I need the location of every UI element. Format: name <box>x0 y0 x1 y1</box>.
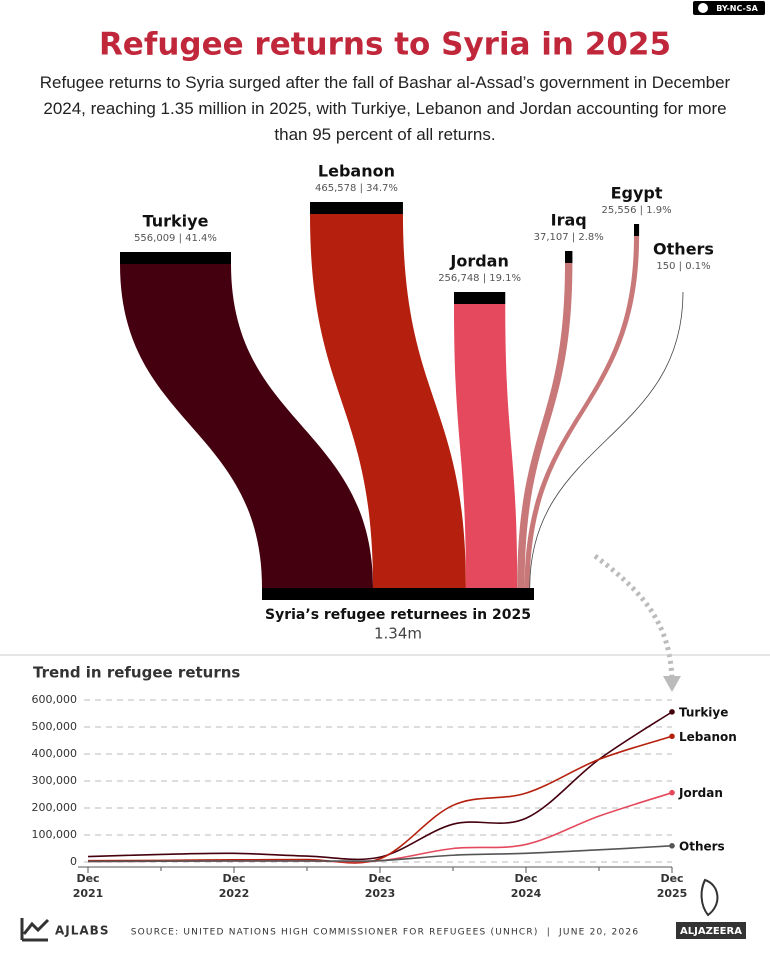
subtitle: Refugee returns to Syria surged after th… <box>39 73 731 144</box>
source-label: 256,748 | 19.1% <box>438 273 521 284</box>
x-tick-label: Dec 2023 <box>365 872 396 900</box>
title: Refugee returns to Syria in 2025 <box>99 27 671 63</box>
end-dot <box>669 789 675 796</box>
arrow-head <box>663 676 681 692</box>
x-tick-label: Dec 2022 <box>219 872 250 900</box>
source-name: Jordan <box>449 252 508 271</box>
source-label: 25,556 | 1.9% <box>601 205 671 216</box>
source-bar <box>310 202 403 214</box>
series-label: Jordan <box>678 786 723 800</box>
ajlabs-logo <box>20 918 50 942</box>
series-line <box>87 711 673 861</box>
series-line <box>87 845 673 863</box>
end-dot <box>669 733 675 740</box>
flow <box>524 236 640 588</box>
source-name: Others <box>653 240 714 259</box>
source-label: 150 | 0.1% <box>656 261 710 272</box>
target-name: Syria’s refugee returnees in 2025 <box>265 607 531 623</box>
end-dot <box>669 709 675 715</box>
flow <box>529 291 684 589</box>
brand: AJLABS <box>55 924 109 938</box>
source-name: Lebanon <box>318 162 395 181</box>
source: SOURCE: UNITED NATIONS HIGH COMMISSIONER… <box>131 928 640 938</box>
chart-title: Trend in refugee returns <box>33 664 240 682</box>
arrow <box>593 554 675 681</box>
flow <box>454 304 518 588</box>
end-dot <box>669 843 675 849</box>
x-tick-label: Dec 2024 <box>511 872 542 900</box>
license-text: BY-NC-SA <box>716 4 758 13</box>
y-tick-label: 400,000 <box>32 747 78 760</box>
source-label: 465,578 | 34.7% <box>315 183 398 194</box>
cc-icon <box>698 3 708 13</box>
y-tick-label: 600,000 <box>32 693 78 706</box>
source-label: 556,009 | 41.4% <box>134 233 217 244</box>
y-tick-label: 300,000 <box>32 774 78 787</box>
logo-box <box>676 922 746 939</box>
series-label: Others <box>679 839 725 853</box>
y-tick-label: 100,000 <box>32 828 78 841</box>
series-line <box>87 735 673 864</box>
flow <box>517 263 573 588</box>
target-bar <box>262 588 534 600</box>
y-tick-label: 0 <box>70 855 77 868</box>
source-bar <box>565 251 573 263</box>
source-name: Iraq <box>551 211 587 230</box>
source-label: 37,107 | 2.8% <box>534 232 604 243</box>
source-bar <box>454 292 506 304</box>
source-name: Egypt <box>611 184 663 203</box>
license-badge <box>693 1 765 15</box>
series-label: Lebanon <box>679 730 737 744</box>
source-name: Turkiye <box>143 212 209 231</box>
logo: ALJAZEERA <box>680 926 742 937</box>
target-total: 1.34m <box>374 625 422 643</box>
x-tick-label: Dec 2025 <box>657 872 688 900</box>
logo-mark <box>700 878 719 917</box>
source-bar <box>634 224 640 236</box>
y-tick-label: 200,000 <box>32 801 78 814</box>
x-tick-label: Dec 2021 <box>73 872 104 900</box>
flow <box>310 214 466 588</box>
series-label: Turkiye <box>679 705 728 719</box>
flow <box>120 264 373 588</box>
source-bar <box>120 252 231 264</box>
y-tick-label: 500,000 <box>32 720 78 733</box>
